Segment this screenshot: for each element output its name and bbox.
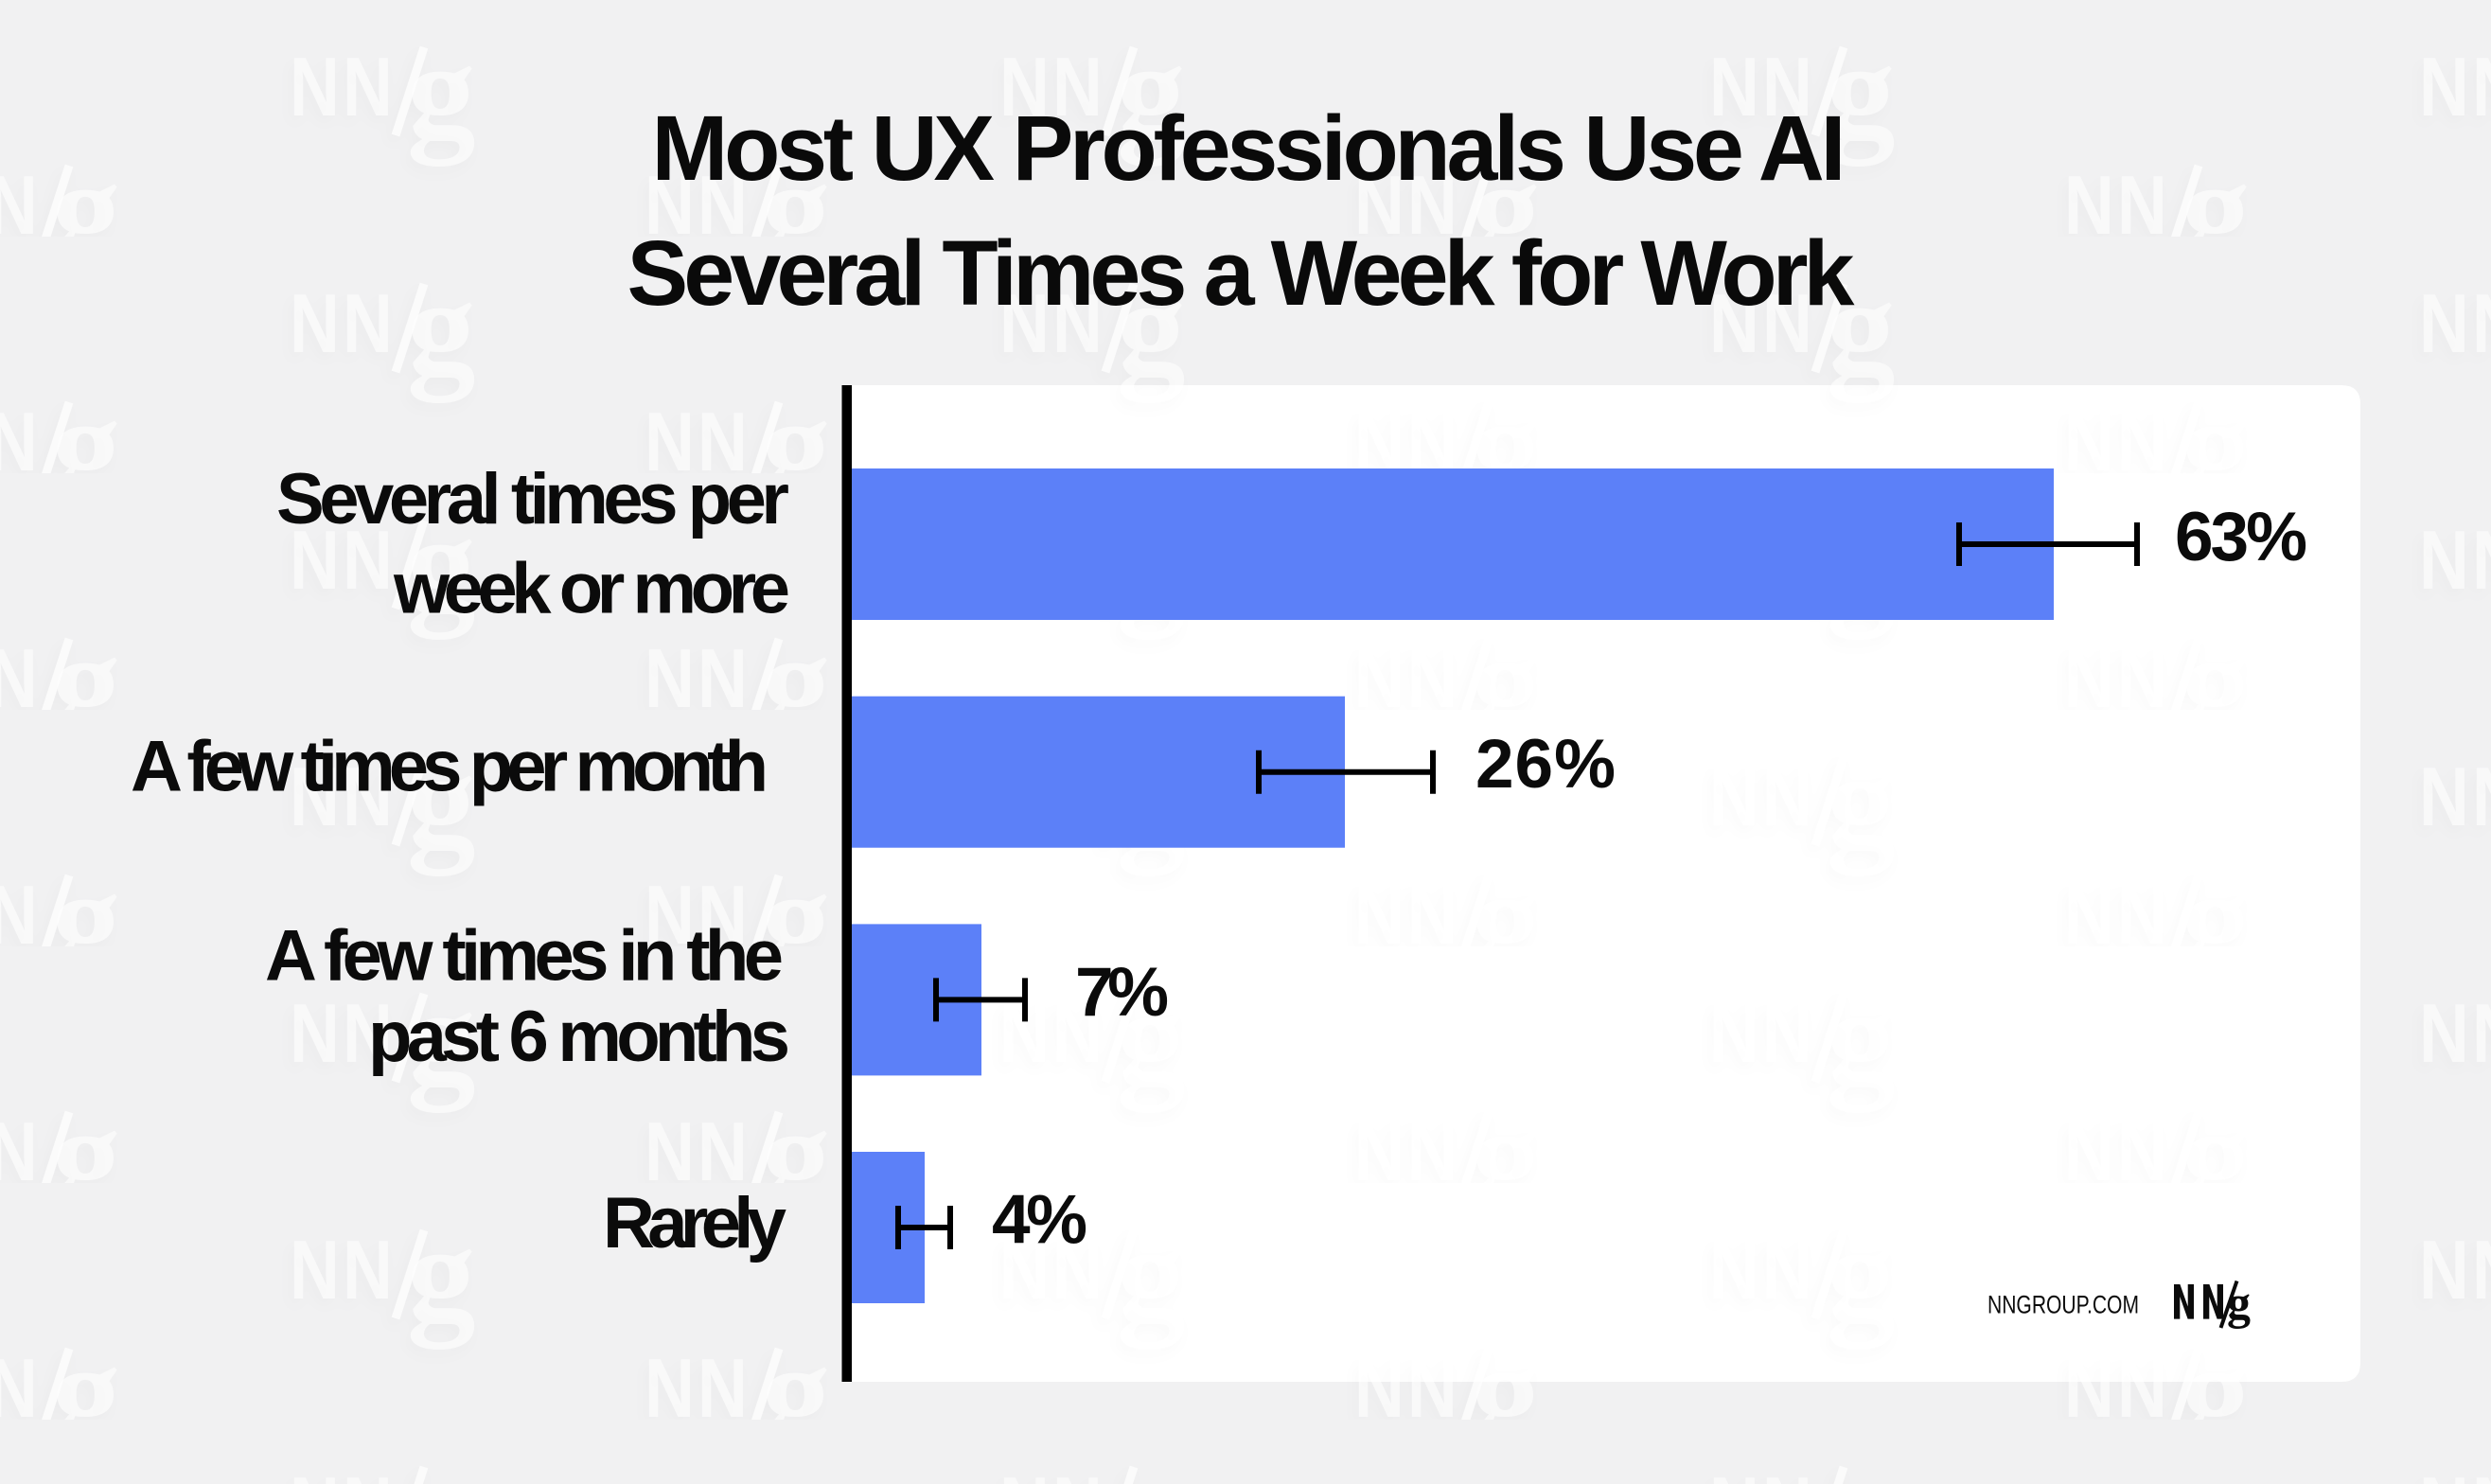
svg-text:63%: 63% — [2175, 499, 2307, 575]
svg-text:g: g — [2227, 1277, 2251, 1330]
svg-text:A few times in the: A few times in the — [265, 916, 784, 997]
svg-text:Several times per: Several times per — [276, 459, 789, 539]
svg-text:week or more: week or more — [393, 549, 790, 629]
svg-text:NNGROUP.COM: NNGROUP.COM — [1988, 1291, 2139, 1319]
svg-text:Several Times a Week for Work: Several Times a Week for Work — [627, 221, 1856, 325]
svg-text:Rarely: Rarely — [603, 1183, 786, 1263]
svg-text:past 6 months: past 6 months — [368, 997, 790, 1077]
svg-text:4%: 4% — [992, 1182, 1087, 1259]
svg-text:Most UX Professionals Use AI: Most UX Professionals Use AI — [652, 97, 1846, 200]
svg-text:7%: 7% — [1075, 954, 1169, 1031]
svg-text:26%: 26% — [1475, 726, 1616, 803]
svg-text:A few times per month: A few times per month — [131, 727, 768, 807]
